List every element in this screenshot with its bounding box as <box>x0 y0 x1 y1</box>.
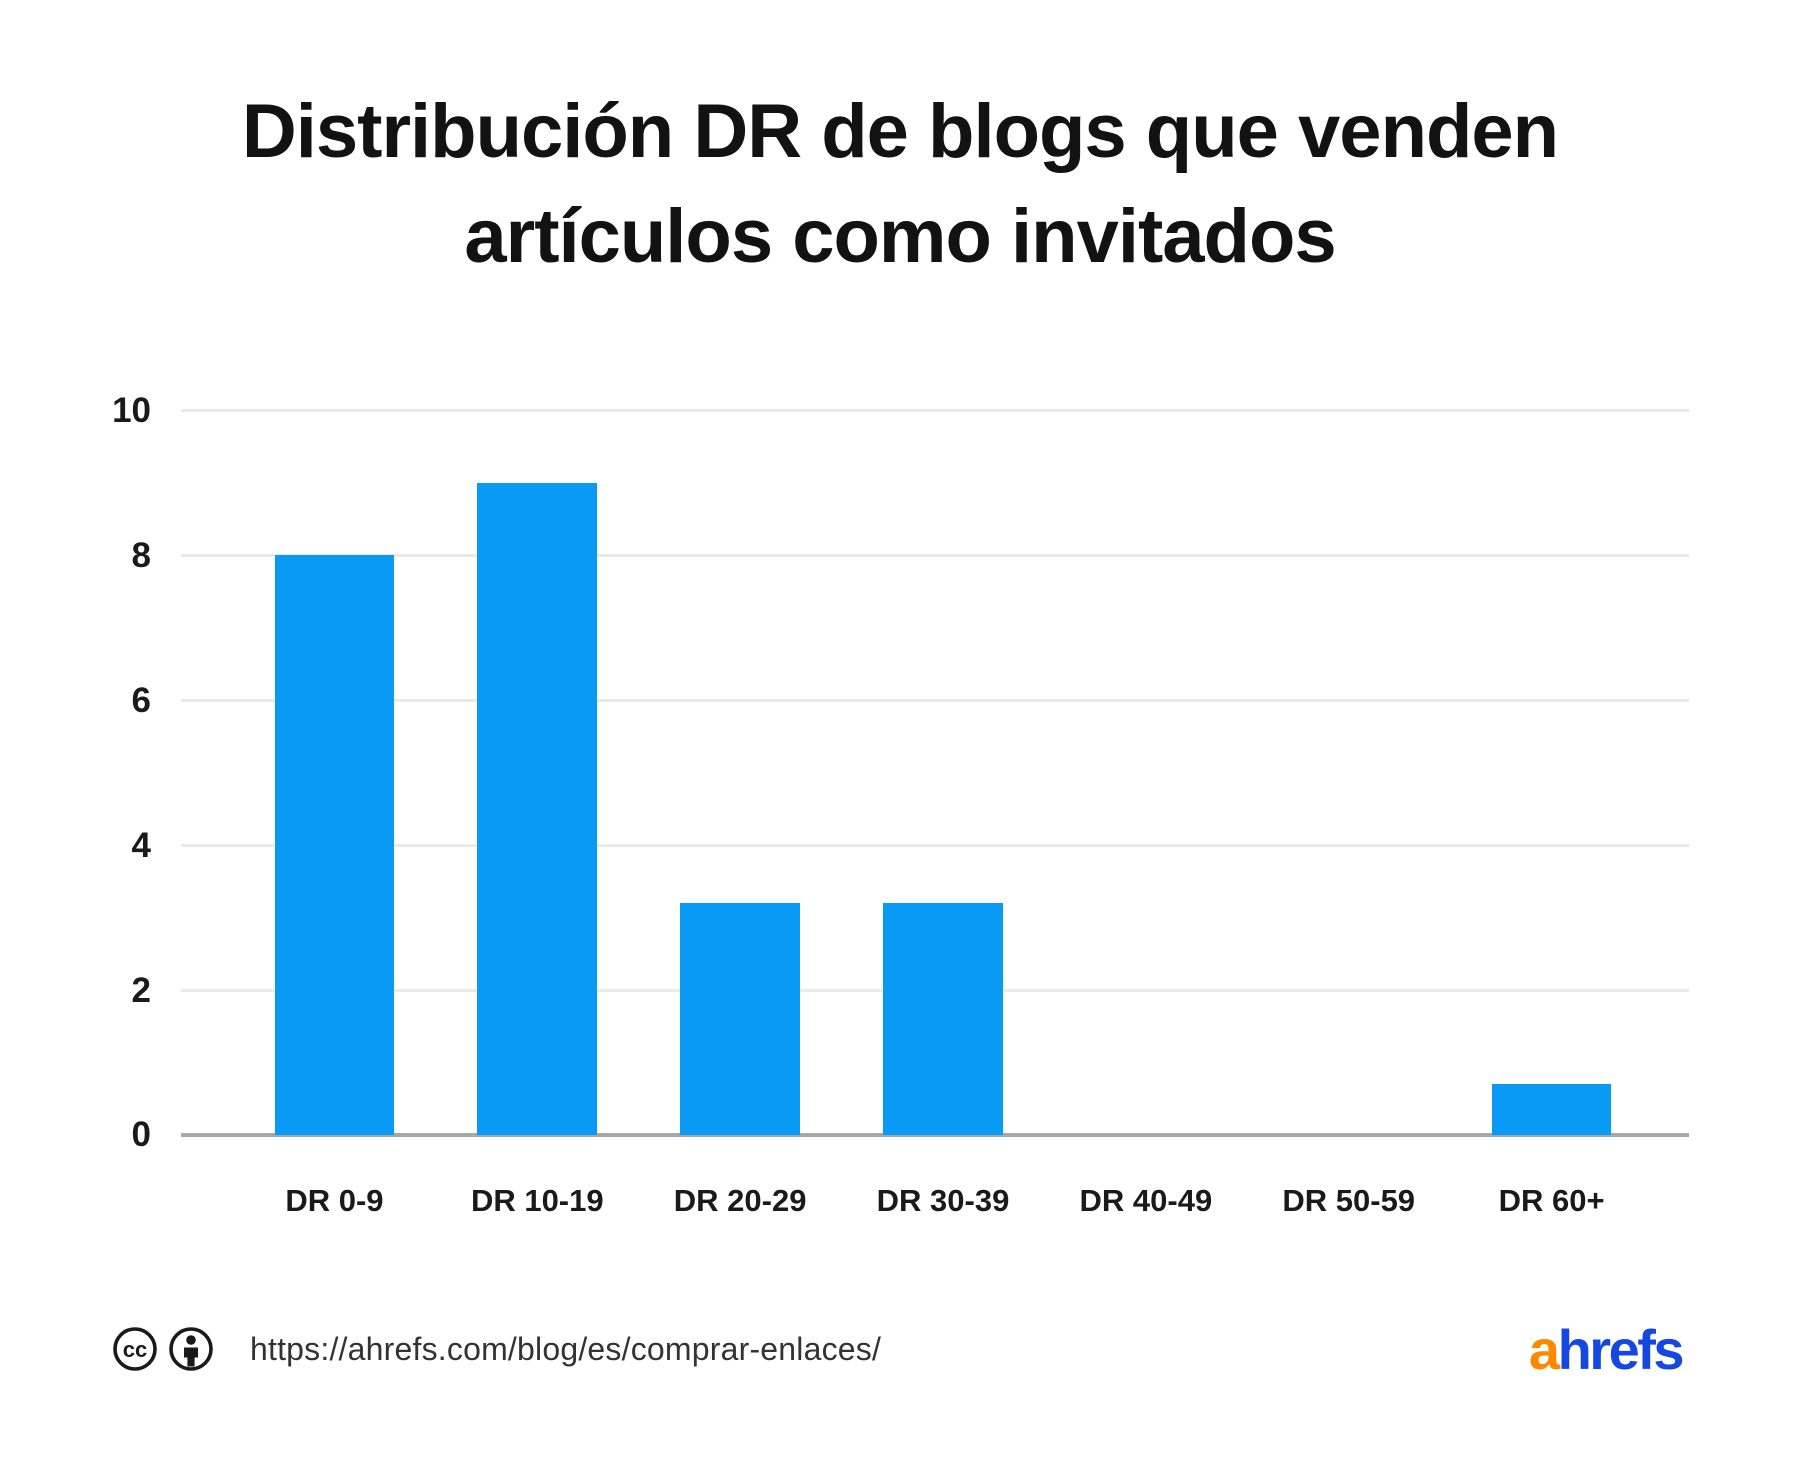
x-tick-label-dr-0-9: DR 0-9 <box>285 1183 384 1218</box>
svg-text:cc: cc <box>123 1337 147 1362</box>
ahrefs-logo-a: a <box>1528 1317 1560 1381</box>
bar-slot-dr-30-39 <box>842 410 1045 1135</box>
gridline-y-4: 4 <box>132 826 1689 865</box>
gridline-y-6: 6 <box>132 681 1689 720</box>
page-title: Distribución DR de blogs que venden artí… <box>0 80 1800 290</box>
footer: cc https://ahrefs.com/blog/es/comprar-en… <box>112 1318 1685 1381</box>
bar-dr-0-9 <box>274 555 395 1135</box>
ahrefs-logo: ahrefs <box>1528 1317 1685 1382</box>
gridline-y-0: 0 <box>132 1115 1689 1154</box>
x-tick-label-dr-50-59: DR 50-59 <box>1282 1183 1416 1218</box>
x-tick-label-dr-30-39: DR 30-39 <box>876 1183 1010 1218</box>
y-tick-label-8: 8 <box>131 535 151 575</box>
x-tick-label-dr-20-29: DR 20-29 <box>673 1183 807 1218</box>
bar-chart-plot-area: 0 2 4 6 8 10 <box>112 391 1689 1154</box>
bar-dr-30-39 <box>883 903 1003 1135</box>
y-tick-label-2: 2 <box>131 970 151 1010</box>
bar-slot-dr-10-19 <box>436 410 639 1135</box>
bar-slot-dr-50-59 <box>1247 410 1450 1135</box>
cc-icon: cc <box>112 1326 158 1372</box>
x-tick-label-dr-60+: DR 60+ <box>1498 1183 1605 1218</box>
y-tick-label-6: 6 <box>131 680 151 720</box>
page-title-line1: Distribución DR de blogs que venden <box>241 89 1559 174</box>
bars-layer <box>233 410 1653 1135</box>
bar-dr-20-29 <box>680 903 800 1135</box>
bar-slot-dr-40-49 <box>1044 410 1247 1135</box>
bar-slot-dr-60+ <box>1450 410 1653 1135</box>
attribution-icon <box>168 1326 214 1372</box>
creative-commons-license: cc <box>112 1326 214 1372</box>
x-axis-labels: DR 0-9 DR 10-19 DR 20-29 DR 30-39 DR 40-49 DR… <box>233 1183 1653 1219</box>
source-url: https://ahrefs.com/blog/es/comprar-enlac… <box>250 1330 882 1367</box>
page-title-line2: artículos como invitados <box>464 193 1336 279</box>
y-tick-label-10: 10 <box>112 390 151 430</box>
bar-slot-dr-20-29 <box>639 410 842 1135</box>
y-tick-label-0: 0 <box>131 1115 151 1154</box>
ahrefs-logo-hrefs: hrefs <box>1557 1317 1685 1381</box>
gridline-y-8: 8 <box>132 536 1689 575</box>
x-tick-label-dr-40-49: DR 40-49 <box>1079 1183 1213 1218</box>
bar-dr-60+ <box>1491 1084 1612 1135</box>
gridline-y-10: 10 <box>112 391 1689 430</box>
bar-slot-dr-0-9 <box>233 410 436 1135</box>
y-tick-label-4: 4 <box>131 825 151 865</box>
x-tick-label-dr-10-19: DR 10-19 <box>470 1183 604 1218</box>
bar-dr-10-19 <box>477 482 598 1135</box>
